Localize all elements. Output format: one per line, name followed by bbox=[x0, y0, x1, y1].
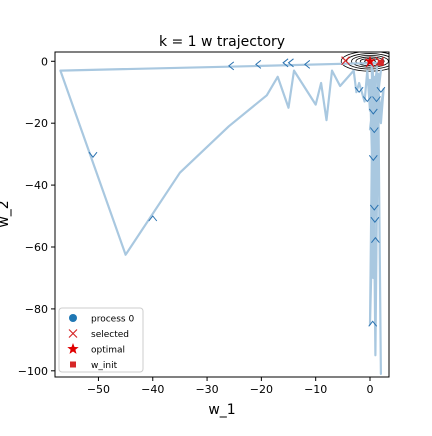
x-tick-label: 0 bbox=[366, 383, 373, 396]
legend-label: process 0 bbox=[91, 315, 134, 325]
trajectory-arrow bbox=[227, 61, 235, 71]
x-tick-label: −40 bbox=[141, 383, 164, 396]
y-tick-label: −80 bbox=[25, 303, 48, 316]
legend-marker-x bbox=[68, 329, 78, 338]
chart-title: k = 1 w trajectory bbox=[159, 34, 285, 50]
x-tick-label: −20 bbox=[250, 383, 273, 396]
contour-line bbox=[340, 52, 389, 72]
trajectory-arrow bbox=[369, 204, 379, 211]
optimal-marker bbox=[364, 55, 376, 66]
trajectory-arrow bbox=[368, 320, 378, 327]
x-axis-label: w_1 bbox=[208, 402, 235, 418]
trajectory-arrow bbox=[368, 154, 378, 162]
trajectory-arrow bbox=[88, 151, 98, 159]
y-axis-label: w_2 bbox=[0, 200, 12, 227]
legend-label: w_init bbox=[91, 361, 118, 371]
y-tick-label: −20 bbox=[25, 117, 48, 130]
legend-box bbox=[58, 307, 144, 373]
w-init-marker bbox=[377, 59, 384, 66]
trajectory-arrow bbox=[287, 58, 294, 68]
trajectory-arrow bbox=[362, 96, 372, 103]
trajectory-arrow bbox=[282, 58, 289, 68]
y-tick-label: −60 bbox=[25, 241, 48, 254]
legend-marker-star bbox=[67, 343, 79, 354]
legend-marker-square bbox=[70, 361, 76, 368]
trajectory-arrow bbox=[368, 108, 378, 115]
trajectory-arrow bbox=[369, 127, 379, 134]
legend-label: selected bbox=[91, 330, 129, 340]
y-tick-label: −100 bbox=[18, 365, 48, 378]
y-tick-label: −40 bbox=[25, 179, 48, 192]
trajectory-arrow bbox=[148, 215, 158, 222]
trajectory-arrow bbox=[370, 216, 380, 224]
trajectory-arrow bbox=[255, 60, 262, 69]
x-tick-label: −10 bbox=[304, 383, 327, 396]
contour-line bbox=[351, 55, 389, 68]
legend: process 0 selected optimal w_init bbox=[58, 307, 144, 373]
plot-area bbox=[59, 52, 389, 375]
axis-ticks: −50 −40 −30 −20 −10 00−20−40−60−80−100 bbox=[18, 55, 374, 396]
selected-marker bbox=[341, 56, 350, 66]
trajectory-arrow bbox=[371, 236, 380, 244]
trajectory-line bbox=[59, 61, 385, 375]
legend-marker-circle bbox=[69, 314, 77, 322]
trajectory-arrow bbox=[376, 86, 386, 94]
trajectory-arrow bbox=[354, 86, 364, 94]
x-tick-label: −30 bbox=[195, 383, 218, 396]
trajectory-arrow bbox=[372, 96, 381, 103]
trajectory-arrow bbox=[303, 60, 311, 69]
y-tick-label: 0 bbox=[41, 55, 48, 68]
axes-frame bbox=[54, 51, 390, 378]
x-tick-label: −50 bbox=[87, 383, 110, 396]
legend-label: optimal bbox=[91, 346, 125, 356]
